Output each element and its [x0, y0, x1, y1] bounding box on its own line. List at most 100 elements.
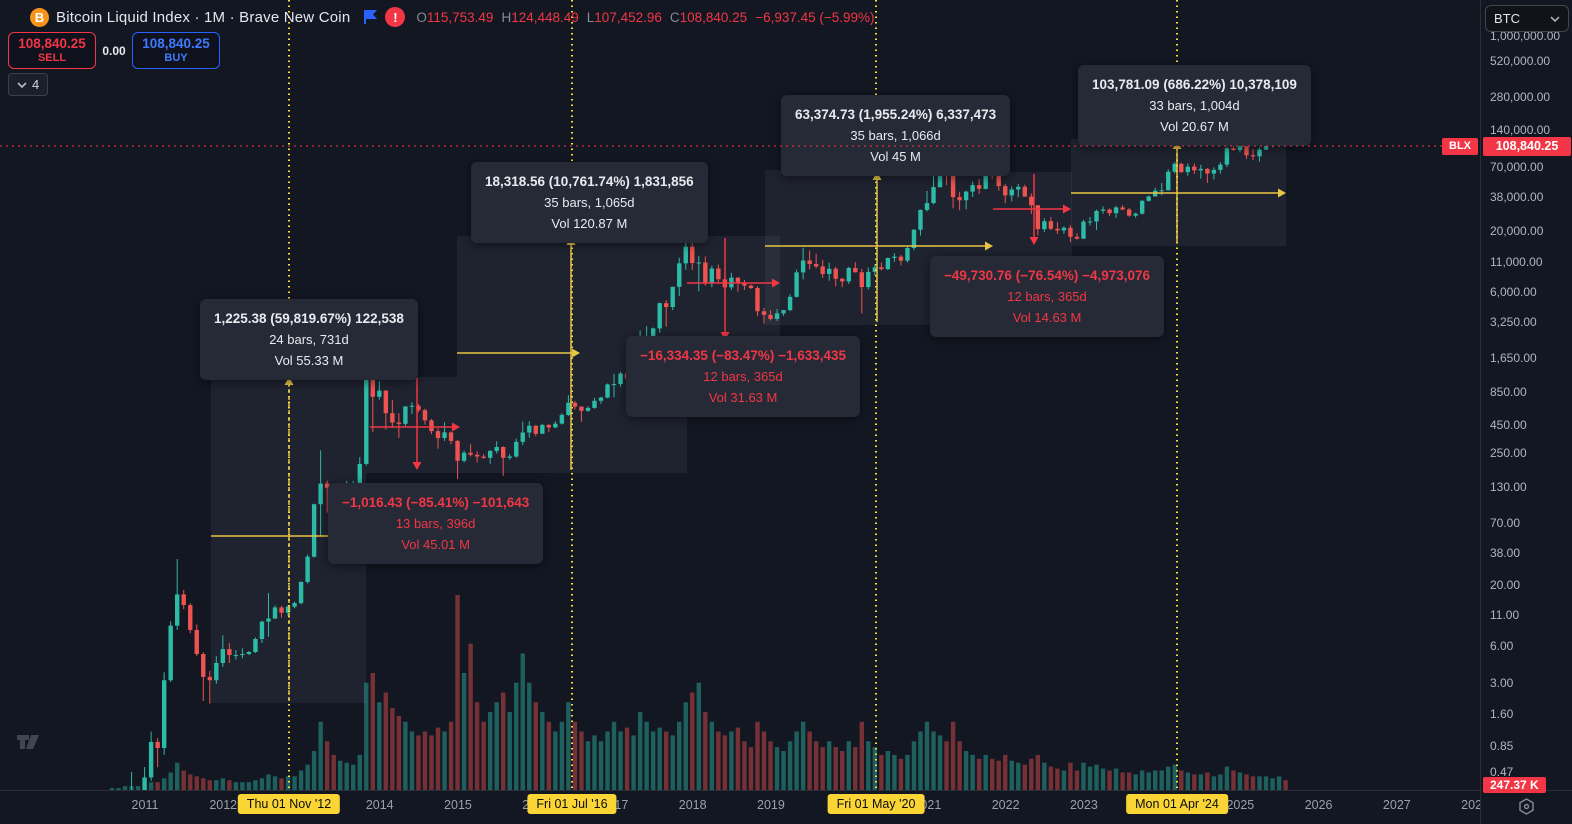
measure-tooltip-line: −1,016.43 (−85.41%) −101,643: [342, 495, 530, 510]
volume-bar: [931, 731, 936, 790]
volume-bar: [963, 751, 969, 790]
volume-bar: [1198, 774, 1204, 790]
volume-bar: [1231, 770, 1236, 790]
price-tick-label: 70.00: [1490, 516, 1521, 530]
volume-bar: [1205, 772, 1210, 790]
volume-bar: [377, 702, 382, 790]
volume-bar: [188, 774, 193, 790]
volume-bar: [833, 747, 838, 790]
price-tick-label: 1,650.00: [1490, 351, 1537, 365]
tradingview-logo[interactable]: [16, 732, 48, 752]
volume-bar: [1270, 778, 1275, 790]
volume-bar: [911, 741, 917, 790]
volume-bar: [983, 754, 988, 790]
measure-tooltip[interactable]: −1,016.43 (−85.41%) −101,643 13 bars, 396…: [328, 483, 544, 564]
measure-tooltip-line: −16,334.35 (−83.47%) −1,633,435: [640, 348, 847, 363]
measure-tooltip[interactable]: 18,318.56 (10,761.74%) 1,831,856 35 bars,…: [471, 162, 708, 243]
price-tick-label: 70,000.00: [1490, 160, 1544, 174]
volume-bar: [1022, 764, 1027, 790]
year-label: 2011: [131, 798, 159, 812]
volume-bar: [390, 708, 395, 790]
volume-bar: [755, 721, 760, 790]
volume-bar: [266, 774, 271, 790]
ohlc-values: O115,753.49 H124,448.49 L107,452.96 C108…: [416, 9, 875, 25]
volume-bar: [429, 735, 434, 790]
volume-bar: [1283, 780, 1288, 790]
volume-bar: [1211, 776, 1217, 790]
alert-icon[interactable]: !: [385, 7, 406, 27]
volume-bar: [461, 673, 467, 790]
buy-button[interactable]: 108,840.25 BUY: [132, 32, 220, 69]
date-marker-label[interactable]: Fri 01 Jul '16: [527, 794, 617, 814]
volume-bar: [709, 721, 715, 790]
volume-bar: [527, 682, 532, 790]
price-tick-label: 130.00: [1490, 480, 1527, 494]
measure-tooltip-line: Vol 55.33 M: [274, 353, 344, 368]
volume-bar: [435, 727, 441, 790]
volume-bar: [338, 760, 343, 790]
volume-bar: [1100, 768, 1106, 790]
measure-tooltip[interactable]: −16,334.35 (−83.47%) −1,633,435 12 bars, …: [626, 336, 861, 417]
volume-bar: [1172, 764, 1177, 790]
time-axis[interactable]: 2011201220132014201520162017201820192020…: [0, 790, 1572, 824]
volume-bar: [787, 741, 793, 790]
volume-bar: [644, 721, 649, 790]
volume-bar: [657, 727, 662, 790]
volume-bar: [944, 741, 949, 790]
currency-dropdown[interactable]: BTC: [1485, 5, 1569, 32]
volume-bar: [892, 754, 897, 790]
volume-bar: [214, 780, 219, 790]
year-label: 2012: [209, 798, 238, 812]
chart-pane[interactable]: 1,225.38 (59,819.67%) 122,538 24 bars, 73…: [0, 0, 1480, 790]
volume-bar: [566, 702, 571, 790]
volume-bar: [950, 721, 956, 790]
measure-tooltip[interactable]: −49,730.76 (−76.54%) −4,973,076 12 bars, …: [930, 256, 1165, 337]
volume-bar: [1192, 774, 1197, 790]
trade-buttons: 108,840.25 SELL 0.00 108,840.25 BUY: [8, 32, 220, 69]
candlestick-chart[interactable]: [0, 0, 1480, 790]
measure-tooltip[interactable]: 1,225.38 (59,819.67%) 122,538 24 bars, 73…: [200, 299, 418, 380]
volume-bar: [331, 754, 336, 790]
sell-button[interactable]: 108,840.25 SELL: [8, 32, 96, 69]
date-marker-label[interactable]: Mon 01 Apr '24: [1126, 794, 1228, 814]
volume-bar: [1218, 774, 1223, 790]
volume-bar: [155, 782, 160, 790]
measure-tooltip-line: −49,730.76 (−76.54%) −4,973,076: [944, 268, 1151, 283]
flag-icon[interactable]: [363, 9, 378, 25]
volume-bar: [585, 741, 591, 790]
volume-bar: [298, 770, 304, 790]
volume-bar: [1120, 772, 1125, 790]
volume-bar: [305, 764, 310, 790]
volume-bar: [872, 747, 878, 790]
price-tick-label: 20,000.00: [1490, 224, 1544, 238]
measure-tooltip-line: 1,225.38 (59,819.67%) 122,538: [214, 311, 404, 326]
volume-bar: [781, 751, 786, 790]
measure-tooltip-line: Vol 45.01 M: [401, 537, 470, 552]
symbol-header: B Bitcoin Liquid Index · 1M · Brave New …: [30, 7, 875, 27]
measure-tooltip-line: 24 bars, 731d: [269, 332, 349, 347]
indicators-collapse-button[interactable]: 4: [8, 73, 49, 96]
volume-bar: [1048, 766, 1054, 790]
volume-bar: [840, 751, 845, 790]
price-tick-label: 850.00: [1490, 385, 1527, 399]
price-axis[interactable]: BTC 1,000,000.00 520,000.00 280,000.00 140,…: [1480, 0, 1572, 793]
volume-bar: [148, 782, 154, 790]
measure-tooltip[interactable]: 63,374.73 (1,955.24%) 6,337,473 35 bars, …: [781, 95, 1011, 176]
date-marker-label[interactable]: Fri 01 May '20: [827, 794, 925, 814]
volume-bar: [351, 764, 356, 790]
settings-icon[interactable]: [1516, 797, 1537, 818]
date-marker-label[interactable]: Thu 01 Nov '12: [237, 794, 341, 814]
volume-bar: [1224, 766, 1230, 790]
volume-bar: [357, 754, 362, 790]
volume-bar: [748, 747, 754, 790]
volume-bar: [579, 731, 584, 790]
volume-bar: [514, 682, 519, 790]
measure-tooltip-line: Vol 31.63 M: [708, 390, 778, 405]
volume-bar: [487, 712, 493, 790]
volume-bar: [161, 778, 167, 790]
symbol-title[interactable]: Bitcoin Liquid Index · 1M · Brave New Co…: [56, 8, 351, 26]
volume-bar: [1244, 774, 1249, 790]
measure-tooltip[interactable]: 103,781.09 (686.22%) 10,378,109 33 bars, …: [1078, 65, 1311, 146]
volume-bar: [1179, 770, 1184, 790]
volume-bar: [1139, 770, 1145, 790]
